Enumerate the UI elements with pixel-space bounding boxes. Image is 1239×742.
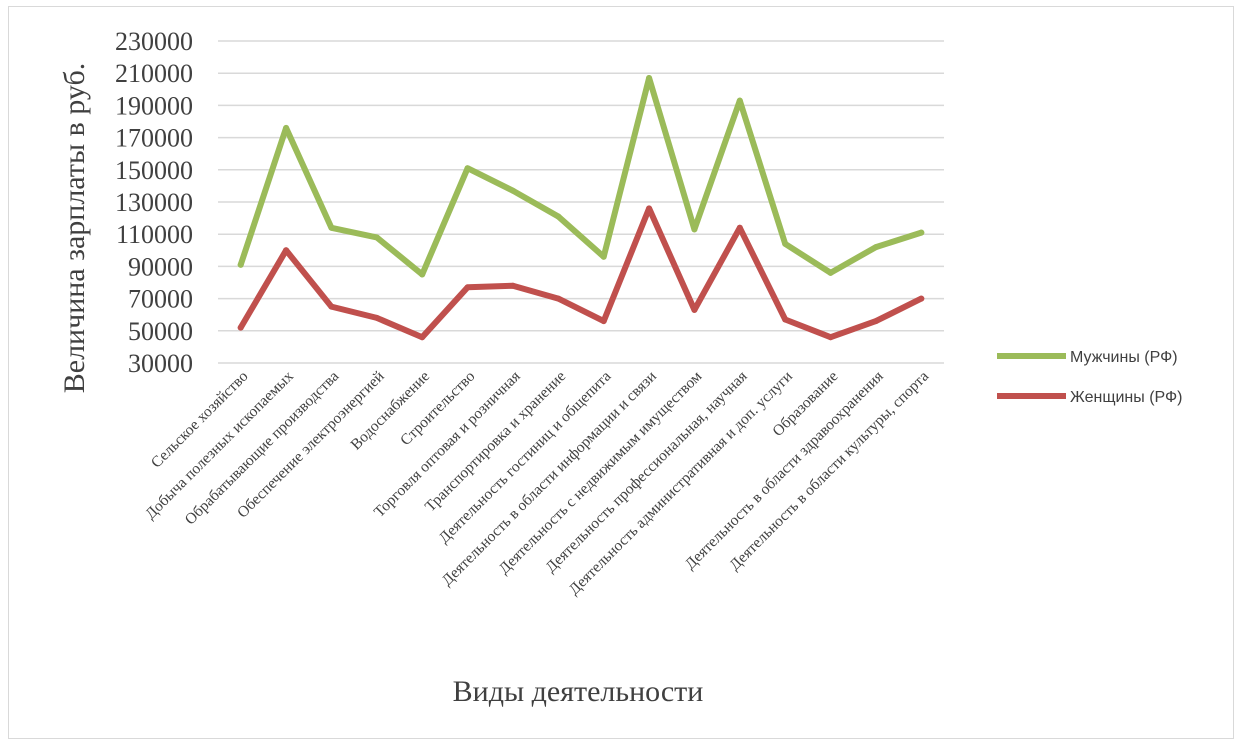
y-tick-label: 30000 [128,349,193,378]
chart-frame [8,6,1234,739]
data-point [782,240,789,247]
data-point [782,316,789,323]
y-tick-label: 190000 [115,91,193,120]
data-point [918,229,925,236]
data-point [464,284,471,291]
y-tick-label: 130000 [115,188,193,217]
data-point [328,303,335,310]
data-point [691,306,698,313]
data-point [872,318,879,325]
x-axis-title: Виды деятельности [453,675,704,708]
data-point [419,271,426,278]
series-line-1 [237,205,925,341]
legend: Мужчины (РФ) Женщины (РФ) [997,349,1183,406]
y-tick-label: 50000 [128,317,193,346]
x-tick-label: Водоснабжение [347,368,433,454]
data-point [872,244,879,251]
y-tick-label: 90000 [128,252,193,281]
data-point [736,224,743,231]
data-point [373,314,380,321]
data-point [509,282,516,289]
y-tick-label: 230000 [115,27,193,56]
gridlines [218,40,944,364]
data-point [237,324,244,331]
y-axis-tick-labels: 30000 50000 70000 90000 110000 130000 150000 17… [115,27,193,378]
data-point [555,213,562,220]
y-axis-title: Величина зарплаты в руб. [58,63,91,394]
y-tick-label: 170000 [115,124,193,153]
data-point [600,318,607,325]
data-point [646,205,653,212]
data-point [419,334,426,341]
data-point [237,261,244,268]
data-point [918,295,925,302]
data-point [827,269,834,276]
data-point [691,226,698,233]
data-point [509,187,516,194]
data-point [646,75,653,82]
data-point [464,165,471,172]
data-point [827,334,834,341]
data-point [600,253,607,260]
data-point [373,234,380,241]
series-lines [237,75,925,341]
series-line-0 [237,75,925,278]
data-point [555,295,562,302]
y-tick-label: 210000 [115,59,193,88]
data-point [328,224,335,231]
data-point [283,247,290,254]
legend-label: Мужчины (РФ) [1070,349,1178,366]
y-tick-label: 110000 [116,220,193,249]
y-tick-label: 70000 [128,285,193,314]
data-point [283,124,290,131]
y-tick-label: 150000 [115,156,193,185]
data-point [736,97,743,104]
legend-label: Женщины (РФ) [1070,389,1183,406]
